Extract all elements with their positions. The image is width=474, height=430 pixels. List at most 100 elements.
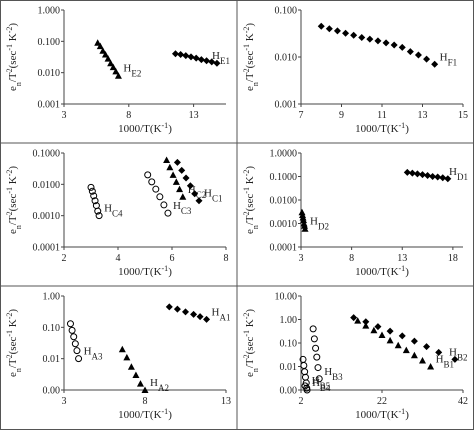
diamond-marker	[435, 348, 443, 356]
label-part: 1000/T(K	[118, 123, 161, 135]
series-label: HB1	[436, 354, 454, 370]
triangle-marker	[362, 322, 370, 329]
series-label-sub: D2	[318, 222, 329, 232]
y-tick-label: 0.010	[38, 68, 61, 79]
y-tick-label: 0.01	[43, 354, 61, 365]
series-label: HC1	[204, 188, 222, 204]
triangle-marker	[394, 341, 402, 349]
series-label-sub: A3	[92, 352, 103, 362]
x-tick-label: 3	[62, 396, 67, 407]
triangle-marker	[301, 225, 309, 232]
series-label-main: H	[449, 166, 457, 178]
x-tick-label: 13	[418, 110, 428, 121]
circle-marker	[71, 340, 79, 348]
y-tick-label: 0.10	[280, 339, 298, 350]
y-axis-label: en/T2(sec-1 K-2)	[5, 23, 23, 91]
label-part: )	[7, 166, 19, 170]
circle-marker	[70, 333, 78, 341]
label-part: -2	[242, 27, 251, 34]
diamond-marker	[413, 170, 421, 178]
y-tick-label: 1.00	[43, 292, 61, 303]
diamond-marker	[429, 173, 437, 180]
triangle-marker	[112, 67, 120, 75]
series-label-sub: C2	[196, 190, 207, 200]
y-tick-label: 0.1000	[270, 172, 298, 183]
x-tick-label: 15	[458, 110, 468, 121]
diamond-marker	[325, 25, 333, 33]
y-axis-label: en/T2(sec-1 K-2)	[5, 166, 23, 234]
diamond-marker	[444, 175, 452, 183]
triangle-marker	[118, 345, 126, 353]
label-part: 2	[242, 354, 251, 358]
label-part: K	[7, 176, 19, 187]
x-tick-label: 13	[397, 253, 407, 264]
circle-marker	[68, 326, 76, 334]
series-label-sub: C1	[212, 194, 223, 204]
diamond-marker	[403, 168, 411, 176]
circle-marker	[309, 325, 317, 333]
y-tick-label: 0.001	[275, 100, 298, 111]
series-label: HC2	[188, 184, 206, 200]
label-part: e	[7, 86, 19, 91]
circle-marker	[73, 347, 81, 355]
triangle-marker	[101, 51, 109, 58]
triangle-marker	[301, 222, 309, 229]
label-part: )	[244, 166, 256, 170]
circle-marker	[91, 197, 99, 205]
label-part: 2	[5, 354, 14, 358]
y-tick-label: 1.000	[38, 6, 61, 17]
y-tick-label: 0.0010	[270, 219, 298, 230]
series-label-sub: E1	[220, 56, 230, 66]
label-part: /T	[244, 358, 256, 368]
circle-marker	[310, 335, 318, 343]
triangle-marker	[114, 72, 122, 79]
y-tick-label: 1.00	[280, 315, 298, 326]
triangle-marker	[370, 326, 378, 334]
series-label: HA3	[84, 346, 103, 362]
label-part: n	[251, 368, 260, 372]
label-part: /T	[244, 215, 256, 225]
label-part: 1000/T(K	[118, 409, 161, 421]
circle-marker	[94, 207, 102, 215]
triangle-marker	[136, 380, 144, 387]
diamond-marker	[374, 323, 382, 331]
diamond-marker	[178, 166, 186, 174]
triangle-marker	[298, 208, 306, 216]
x-axis-label: 1000/T(K-1)	[118, 121, 172, 136]
series-label-main: H	[173, 200, 181, 212]
circle-marker	[164, 209, 172, 217]
label-part: )	[168, 123, 172, 135]
series-label-sub: B1	[444, 360, 455, 370]
label-part: -1	[162, 264, 169, 273]
series-label: HD1	[449, 166, 468, 182]
circle-marker	[314, 364, 322, 372]
x-tick-label: 9	[339, 110, 344, 121]
diamond-marker	[196, 313, 204, 321]
triangle-marker	[300, 216, 308, 224]
series-label: HA2	[150, 377, 169, 393]
label-part: -2	[242, 313, 251, 320]
series-label-sub: F1	[448, 57, 458, 67]
diamond-marker	[195, 197, 203, 205]
diamond-marker	[203, 57, 211, 65]
label-part: (sec	[7, 337, 19, 355]
label-part: K	[244, 176, 256, 187]
x-tick-label: 13	[221, 396, 231, 407]
diamond-marker	[342, 29, 350, 37]
label-part: -2	[242, 170, 251, 177]
diamond-marker	[182, 52, 190, 60]
diamond-marker	[187, 53, 195, 61]
x-tick-label: 2	[62, 253, 67, 264]
circle-marker	[75, 355, 83, 363]
series-label: HC4	[104, 203, 123, 219]
triangle-marker	[354, 317, 362, 324]
circle-marker	[95, 212, 103, 220]
triangle-marker	[172, 178, 180, 185]
label-part: -1	[399, 121, 406, 130]
series-label-main: H	[204, 188, 212, 200]
series-label-sub: B5	[320, 381, 331, 391]
label-part: -1	[5, 330, 14, 337]
diamond-marker	[362, 318, 370, 326]
circle-marker	[160, 201, 168, 209]
